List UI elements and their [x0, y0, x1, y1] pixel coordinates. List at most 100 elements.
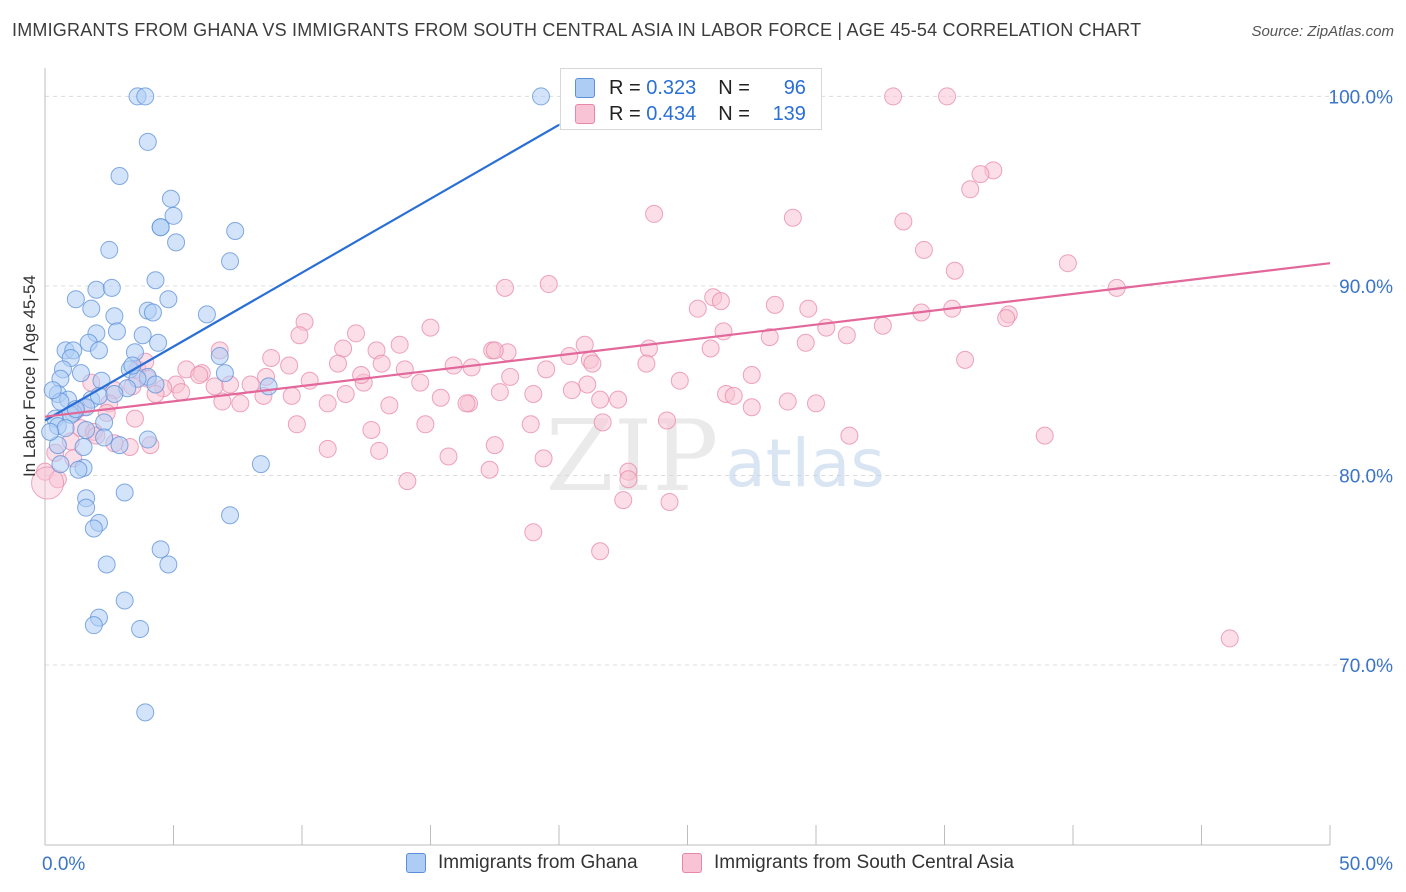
south-central-asia-point	[439, 447, 458, 466]
ghana-point	[95, 413, 114, 432]
south-central-asia-point	[799, 299, 818, 318]
ghana-point	[74, 438, 93, 457]
ghana-point	[82, 299, 101, 318]
ghana-point	[197, 305, 216, 324]
south-central-asia-point	[945, 261, 964, 280]
south-central-asia-point	[213, 392, 232, 411]
south-central-asia-point	[938, 87, 957, 106]
south-central-asia-point	[884, 87, 903, 106]
south-central-asia-point	[352, 366, 371, 385]
ghana-point	[77, 498, 96, 517]
south-central-asia-point	[711, 292, 730, 311]
chart-title: IMMIGRANTS FROM GHANA VS IMMIGRANTS FROM…	[12, 20, 1142, 40]
south-central-asia-point	[914, 240, 933, 259]
legend-n-label: N =	[718, 76, 750, 99]
ghana-point	[159, 290, 178, 309]
south-central-asia-point	[807, 394, 825, 413]
ghana-point	[56, 419, 75, 438]
legend-n-value-south-central-asia: 139	[772, 102, 806, 125]
south-central-asia-point	[701, 339, 720, 358]
legend-swatch-south-central-asia	[575, 104, 595, 124]
south-central-asia-point	[444, 356, 463, 375]
south-central-asia-point	[609, 390, 628, 409]
south-central-asia-point	[172, 383, 191, 402]
y-tick-label: 70.0%	[1339, 656, 1393, 677]
bottom-legend-south-central-asia: Immigrants from South Central Asia	[682, 852, 1014, 874]
ghana-point	[95, 428, 114, 447]
south-central-asia-point	[411, 373, 430, 392]
source-credit: Source: ZipAtlas.com	[1251, 23, 1394, 40]
south-central-asia-point	[485, 436, 504, 455]
south-central-asia-point	[318, 439, 337, 458]
south-central-asia-point	[334, 339, 353, 358]
south-central-asia-point	[591, 542, 610, 561]
legend-r-label: R =	[609, 76, 641, 99]
ghana-point	[71, 364, 90, 383]
ghana-point	[84, 616, 103, 635]
ghana-point	[48, 436, 67, 455]
bottom-legend-label-ghana: Immigrants from Ghana	[438, 852, 638, 873]
south-central-asia-point	[619, 470, 638, 489]
ghana-point	[161, 189, 180, 208]
south-central-asia-point	[614, 491, 633, 510]
ghana-point	[84, 519, 103, 538]
ghana-point	[110, 167, 129, 186]
south-central-asia-point	[837, 326, 856, 345]
south-central-asia-point	[480, 460, 499, 479]
south-central-asia-point	[783, 208, 802, 227]
south-central-asia-point	[1058, 254, 1077, 273]
south-central-asia-point	[997, 309, 1016, 328]
watermark: ZIP atlas	[546, 400, 885, 514]
ghana-point	[105, 384, 124, 403]
south-central-asia-point	[760, 328, 779, 347]
south-central-asia-point	[593, 413, 612, 432]
ghana-point	[107, 322, 126, 341]
series-south-central-asia-points	[31, 87, 1239, 648]
south-central-asia-point	[1220, 629, 1239, 648]
bottom-legend-swatch-ghana	[406, 853, 426, 873]
ghana-point	[146, 375, 165, 394]
south-central-asia-point	[362, 420, 381, 439]
ghana-point	[146, 271, 165, 290]
south-central-asia-point	[670, 371, 689, 390]
ghana-point	[92, 371, 111, 390]
south-central-asia-point	[231, 394, 250, 413]
south-central-asia-point	[645, 204, 664, 223]
ghana-point	[105, 307, 124, 326]
south-central-asia-point	[688, 299, 707, 318]
south-central-asia-point	[416, 415, 435, 434]
ghana-point	[251, 455, 270, 474]
south-central-asia-point	[1035, 426, 1054, 445]
ghana-point	[77, 420, 96, 439]
legend-row-ghana: R = 0.323 N = 96	[575, 76, 806, 100]
ghana-point	[226, 221, 245, 240]
ghana-point	[221, 506, 240, 525]
south-central-asia-point	[961, 180, 980, 199]
south-central-asia-point	[956, 350, 975, 369]
ghana-point	[167, 233, 186, 252]
south-central-asia-point	[724, 386, 743, 405]
south-central-asia-point	[560, 347, 579, 366]
axes	[44, 68, 1331, 846]
south-central-asia-point	[524, 384, 543, 403]
south-central-asia-point	[873, 316, 892, 335]
ghana-point	[259, 377, 278, 396]
south-central-asia-point	[742, 398, 761, 417]
ghana-point	[215, 364, 234, 383]
south-central-asia-point	[431, 388, 450, 407]
ghana-point	[164, 206, 183, 225]
legend-swatch-ghana	[575, 78, 595, 98]
ghana-point	[143, 303, 162, 322]
trend-line-ghana	[44, 123, 560, 422]
south-central-asia-point	[31, 466, 65, 500]
ghana-point	[136, 87, 155, 106]
ghana-point	[41, 422, 60, 441]
bottom-legend-label-south-central-asia: Immigrants from South Central Asia	[714, 852, 1014, 873]
trend-lines	[44, 80, 1331, 422]
legend-row-south-central-asia: R = 0.434 N = 139	[575, 102, 806, 126]
south-central-asia-point	[390, 335, 409, 354]
south-central-asia-point	[398, 472, 417, 491]
south-central-asia-point	[971, 165, 990, 184]
legend-n-value-ghana: 96	[783, 76, 806, 99]
